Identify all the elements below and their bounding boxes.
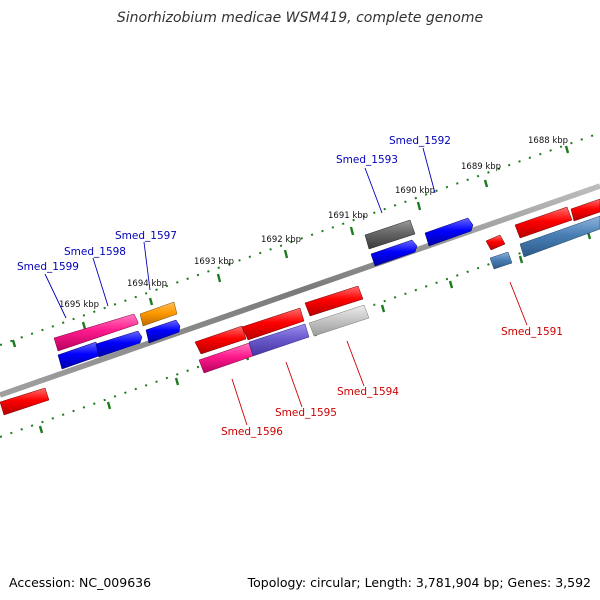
gene-feature (304, 285, 364, 317)
gene-label-smed-1597: Smed_1597 (115, 230, 177, 242)
kbp-label-1691: 1691 kbp (328, 211, 368, 221)
gene-feature (489, 251, 513, 270)
genome-backbone (0, 183, 600, 398)
gene-feature (248, 323, 310, 357)
gene-label-smed-1594: Smed_1594 (337, 386, 399, 398)
topology-text: Topology: circular; Length: 3,781,904 bp… (247, 575, 591, 590)
accession-text: Accession: NC_009636 (9, 575, 152, 590)
leader-lines-bottom (231, 281, 528, 426)
gene-label-smed-1599: Smed_1599 (17, 261, 79, 273)
gene-feature (424, 217, 474, 247)
gene-label-smed-1595: Smed_1595 (275, 407, 337, 419)
gene-feature (364, 219, 416, 250)
gene-feature (570, 198, 600, 222)
gene-feature (53, 313, 139, 352)
gene-feature (485, 234, 506, 251)
gene-feature (370, 239, 418, 267)
gene-feature (241, 307, 305, 341)
kbp-label-1692: 1692 kbp (261, 235, 301, 245)
kbp-label-1688: 1688 kbp (528, 136, 568, 146)
diagram-title: Sinorhizobium medicae WSM419, complete g… (116, 10, 484, 26)
gene-feature (0, 387, 50, 416)
kbp-label-1689: 1689 kbp (461, 162, 501, 172)
kbp-label-1690: 1690 kbp (395, 186, 435, 196)
leader-lines-top (44, 147, 436, 319)
gene-feature (145, 319, 181, 344)
gene-label-smed-1593: Smed_1593 (336, 154, 398, 166)
kbp-label-1695: 1695 kbp (59, 300, 99, 310)
lower-strand-genes (0, 206, 600, 416)
gene-feature (194, 325, 247, 355)
upper-strand-genes (53, 198, 600, 370)
gene-label-smed-1596: Smed_1596 (221, 426, 283, 438)
gene-label-smed-1598: Smed_1598 (64, 246, 126, 258)
gene-feature (95, 330, 143, 358)
gene-feature (514, 206, 573, 239)
gene-label-smed-1591: Smed_1591 (501, 326, 563, 338)
gene-feature (519, 215, 600, 258)
kbp-label-1693: 1693 kbp (194, 257, 234, 267)
gene-feature (308, 304, 370, 337)
gene-label-smed-1592: Smed_1592 (389, 135, 451, 147)
major-ticks-upper (11, 145, 570, 348)
gene-feature (139, 301, 178, 327)
kbp-label-1694: 1694 kbp (127, 279, 167, 289)
